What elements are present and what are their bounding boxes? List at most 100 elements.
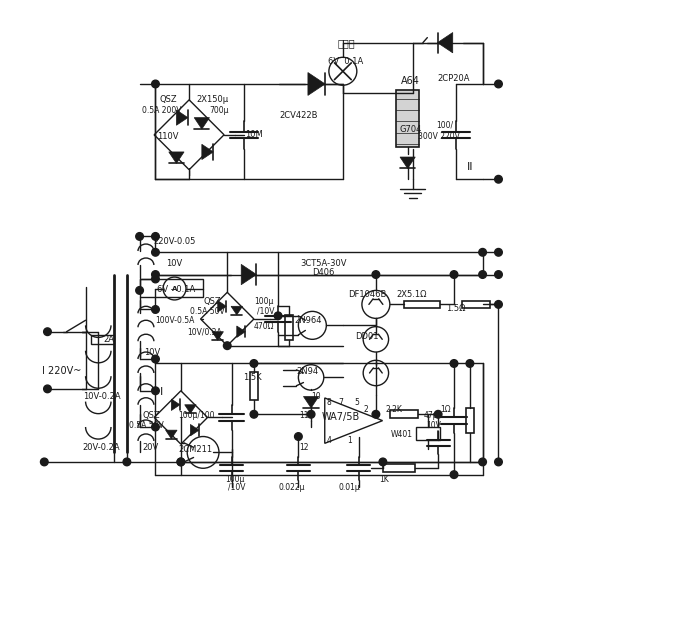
Bar [383, 464, 415, 472]
Text: 2A: 2A [104, 335, 114, 344]
Text: 指示灯: 指示灯 [337, 38, 355, 48]
Text: 100/: 100/ [436, 121, 453, 130]
Circle shape [250, 410, 258, 418]
Circle shape [372, 410, 380, 418]
Text: 100V-0.5A: 100V-0.5A [155, 316, 194, 325]
Circle shape [275, 312, 282, 320]
Text: 47μ: 47μ [423, 411, 438, 420]
Circle shape [450, 360, 458, 367]
Polygon shape [176, 110, 188, 125]
Circle shape [495, 300, 502, 308]
Text: WA7/5B: WA7/5B [322, 412, 360, 422]
Bar [285, 315, 293, 340]
Text: 20V-0.2A: 20V-0.2A [83, 443, 120, 452]
Polygon shape [166, 430, 177, 439]
Circle shape [450, 271, 458, 278]
Bar [416, 427, 440, 440]
Circle shape [479, 248, 487, 256]
Circle shape [308, 410, 315, 418]
Circle shape [151, 387, 160, 394]
Text: 8: 8 [326, 398, 331, 407]
Text: 2CM211: 2CM211 [178, 445, 213, 454]
Text: 12: 12 [299, 443, 308, 452]
Text: 2.2K: 2.2K [385, 404, 402, 413]
Text: D406: D406 [312, 268, 335, 277]
Polygon shape [212, 332, 223, 340]
Text: 0.022μ: 0.022μ [279, 483, 306, 492]
Text: I 220V~: I 220V~ [42, 366, 82, 376]
Circle shape [44, 385, 51, 392]
Text: 2CV422B: 2CV422B [279, 111, 318, 120]
Circle shape [434, 410, 442, 418]
Circle shape [44, 328, 51, 336]
Polygon shape [437, 33, 453, 53]
Bar [396, 91, 419, 147]
Text: QSZ: QSZ [142, 411, 160, 420]
Text: I: I [188, 168, 190, 178]
Text: II: II [466, 161, 473, 172]
Circle shape [466, 360, 474, 367]
Circle shape [151, 306, 160, 313]
Text: 1K: 1K [380, 475, 389, 484]
Text: 0.5A 200V: 0.5A 200V [142, 106, 182, 115]
Text: 0.01μ: 0.01μ [339, 483, 360, 492]
Bar [466, 408, 474, 433]
Circle shape [136, 286, 143, 294]
Text: 2X150μ: 2X150μ [197, 95, 229, 105]
Polygon shape [308, 73, 325, 96]
Text: 700μ: 700μ [209, 106, 229, 115]
Circle shape [151, 233, 160, 241]
Text: 20V: 20V [143, 443, 159, 452]
Text: 10V: 10V [144, 348, 160, 357]
Circle shape [495, 271, 502, 278]
Text: 10V-0.2A: 10V-0.2A [83, 392, 120, 401]
Circle shape [479, 458, 487, 466]
Polygon shape [190, 424, 199, 436]
Circle shape [177, 458, 184, 466]
Text: 0.5A 50V: 0.5A 50V [129, 420, 164, 429]
Circle shape [379, 458, 387, 466]
Text: 10V: 10V [426, 420, 441, 429]
Text: 5: 5 [355, 398, 359, 407]
Text: 1.5K: 1.5K [244, 373, 262, 382]
Bar [390, 410, 419, 418]
Text: 6V  0.1A: 6V 0.1A [328, 57, 363, 66]
Text: QSZ: QSZ [204, 297, 221, 306]
Text: 10M: 10M [245, 130, 262, 139]
Text: I: I [160, 387, 164, 397]
Circle shape [151, 271, 160, 278]
Text: 100μ: 100μ [225, 475, 244, 484]
Text: 10V: 10V [166, 258, 182, 267]
Polygon shape [202, 144, 213, 160]
Circle shape [151, 248, 160, 256]
Circle shape [479, 271, 487, 278]
Text: 3CT5A-30V: 3CT5A-30V [301, 258, 347, 267]
Bar [250, 372, 258, 399]
Text: W401: W401 [390, 430, 413, 439]
Circle shape [495, 80, 502, 88]
Circle shape [495, 248, 502, 256]
Circle shape [151, 355, 160, 363]
Text: 2N94: 2N94 [297, 367, 319, 376]
Bar [462, 300, 490, 308]
Polygon shape [169, 152, 184, 163]
Text: 4: 4 [326, 436, 331, 445]
Text: QSZ: QSZ [160, 95, 177, 105]
Text: 10: 10 [312, 392, 321, 401]
Polygon shape [400, 157, 415, 168]
Bar [404, 300, 440, 308]
Circle shape [372, 271, 380, 278]
Circle shape [177, 458, 184, 466]
Bar [139, 279, 203, 297]
Text: 1.5Ω: 1.5Ω [446, 304, 466, 313]
Text: 7: 7 [339, 398, 343, 407]
Bar [91, 335, 114, 344]
Text: 220V-0.05: 220V-0.05 [153, 237, 196, 246]
Text: 2: 2 [364, 404, 369, 413]
Polygon shape [237, 326, 246, 338]
Text: 100μ/100: 100μ/100 [178, 411, 215, 420]
Text: G704: G704 [400, 125, 422, 134]
Polygon shape [304, 396, 319, 408]
Text: 2CP20A: 2CP20A [437, 75, 470, 84]
Circle shape [151, 275, 160, 283]
